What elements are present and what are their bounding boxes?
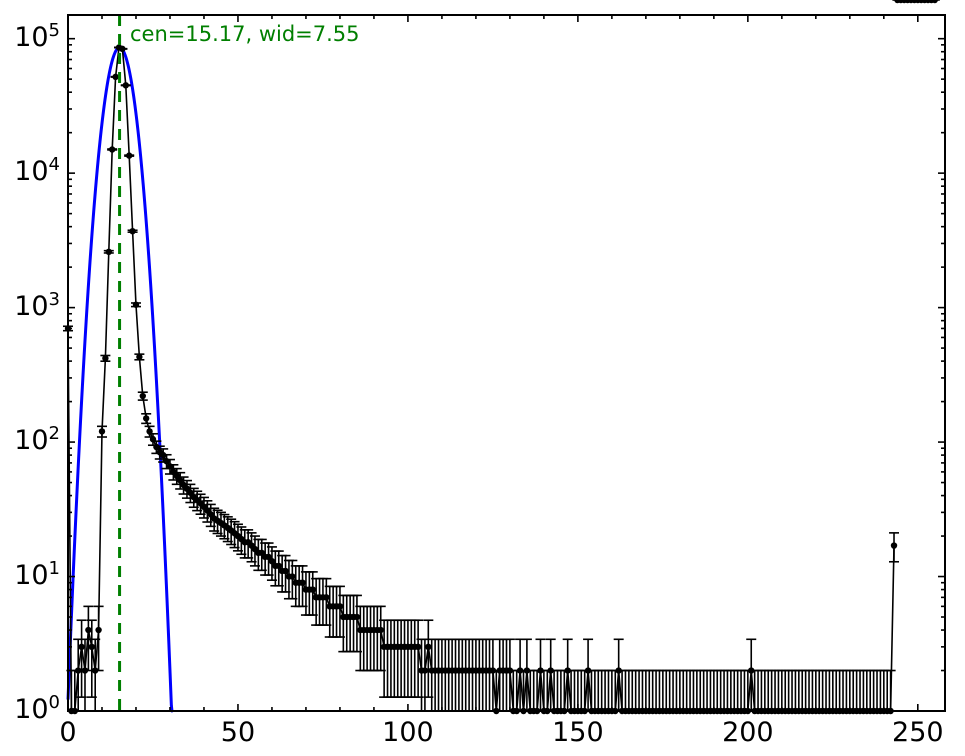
data-point [187,489,194,496]
data-point [153,443,160,451]
data-point [931,0,938,4]
data-point [119,45,126,53]
data-point [425,643,432,651]
data-point [516,667,524,674]
ytick-label: 103 [14,288,60,322]
data-point [173,472,180,480]
data-point [102,355,109,362]
data-point [421,667,429,674]
tick-group [67,15,945,712]
data-point [91,667,99,674]
data-marker-group [64,0,938,715]
fit-parameters-annotation: cen=15.17, wid=7.55 [130,22,360,46]
data-point [414,643,422,651]
data-point [105,248,112,256]
data-point [489,667,497,674]
data-point [166,463,174,470]
data-point [890,542,898,549]
data-point [85,626,92,634]
errorbar-group [63,0,940,711]
xtick-label: 200 [722,717,774,748]
data-point [176,477,184,484]
data-point [537,667,544,674]
data-point [108,146,116,153]
data-point [146,428,153,435]
data-point [132,301,140,308]
data-point [95,626,102,634]
data-point [506,667,514,674]
data-point [159,451,167,459]
data-point [139,392,146,400]
data-point [275,562,282,570]
data-point [299,579,306,586]
data-point [309,586,316,593]
ytick-label: 105 [14,19,60,53]
data-point [142,415,150,422]
data-point [81,667,89,674]
ytick-label: 101 [14,557,60,591]
data-point [377,626,384,634]
data-point [78,643,85,651]
data-point [112,73,119,81]
data-point [323,594,330,601]
data-point [98,428,106,435]
ytick-label: 102 [14,423,60,457]
xtick-label: 150 [552,717,604,748]
data-point [336,603,344,610]
xtick-label: 0 [59,717,77,748]
data-point [289,573,296,580]
ytick-label: 104 [14,154,60,188]
data-point [163,458,170,465]
data-point [75,667,82,674]
data-point [129,228,136,235]
data-point [265,553,272,561]
data-point [353,613,361,621]
data-connecting-line [67,46,895,712]
data-point [88,643,95,651]
data-point [282,567,289,575]
data-point [564,667,571,674]
data-point [748,667,755,674]
data-point [136,353,143,361]
ytick-label: 100 [14,692,60,725]
data-point [523,667,531,674]
data-point [615,667,622,674]
data-point [547,667,554,674]
xtick-label: 250 [892,717,944,748]
data-point [268,558,276,565]
data-point [149,436,157,443]
xtick-label: 100 [382,717,434,748]
xtick-label: 50 [220,717,256,748]
axes-frame [67,14,946,712]
data-point [125,152,133,159]
data-point [122,82,129,89]
data-point [584,667,592,674]
